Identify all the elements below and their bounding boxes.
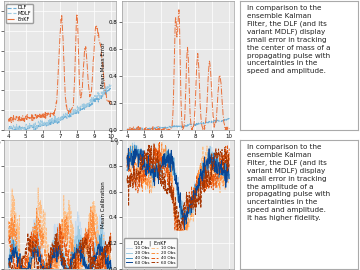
Text: In comparison to the
ensemble Kalman
Filter, the DLF (and its
variant MDLF) disp: In comparison to the ensemble Kalman Fil… [247,144,330,221]
Y-axis label: Mean Mass Error: Mean Mass Error [101,43,106,88]
X-axis label: t: t [59,140,61,146]
Legend: DLF, MDLF, EnKF: DLF, MDLF, EnKF [6,4,33,23]
Text: (b): (b) [112,140,120,145]
Y-axis label: Mean Calibration: Mean Calibration [101,181,106,228]
Legend: 10 Obs, 20 Obs, 40 Obs, 60 Obs, 10 Obs, 20 Obs, 40 Obs, 60 Obs: 10 Obs, 20 Obs, 40 Obs, 60 Obs, 10 Obs, … [124,238,177,266]
Text: (a): (a) [0,140,1,145]
Text: In comparison to the
ensemble Kalman
Filter, the DLF (and its
variant MDLF) disp: In comparison to the ensemble Kalman Fil… [247,5,330,74]
X-axis label: t: t [177,140,179,146]
